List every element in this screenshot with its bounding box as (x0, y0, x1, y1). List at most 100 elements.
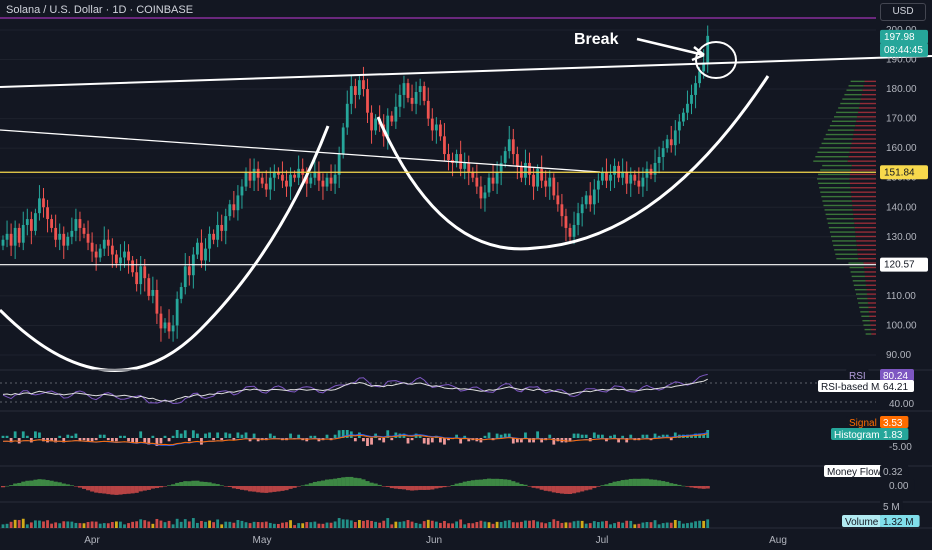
money-flow-bar (393, 486, 398, 489)
candle (471, 171, 475, 178)
candle (127, 251, 130, 261)
profile-bar (863, 85, 876, 87)
money-flow-bar (146, 486, 151, 490)
price-tick-label: 100.00 (886, 320, 917, 331)
candle (402, 83, 406, 95)
candle (224, 216, 228, 231)
cup-arc-right[interactable] (376, 75, 770, 251)
money-flow-bar (365, 481, 370, 486)
candle (252, 168, 256, 181)
money-flow-bar (341, 477, 346, 486)
candle (641, 177, 645, 187)
macd-bar (447, 438, 450, 441)
money-flow-bar (252, 486, 257, 492)
volume-bar (204, 521, 207, 528)
money-flow-bar (325, 479, 330, 486)
money-flow-bar (320, 480, 326, 486)
profile-bar (854, 222, 876, 224)
volume-bar (167, 520, 171, 528)
profile-bar (855, 124, 876, 127)
macd-bar (240, 434, 244, 438)
volume-bar (353, 522, 357, 528)
candle (422, 86, 426, 101)
money-flow-bar (604, 484, 609, 486)
volume-bar (669, 522, 673, 528)
macd-bar (29, 438, 33, 443)
macd-bar (345, 430, 349, 438)
profile-bar (849, 173, 876, 176)
macd-bar (572, 433, 576, 438)
candle (21, 224, 25, 243)
rsi-ma-value-bg (880, 380, 914, 392)
money-flow-bar (33, 479, 38, 486)
symbol-header[interactable]: Solana / U.S. Dollar · 1D · COINBASE (6, 4, 194, 16)
macd-bar (503, 433, 507, 438)
profile-bar (821, 142, 852, 145)
candle (475, 177, 479, 187)
money-flow-bar (649, 479, 654, 486)
profile-bar (860, 311, 869, 313)
volume-bar (127, 523, 130, 528)
break-arrow (636, 37, 705, 62)
macd-bar (467, 438, 471, 442)
volume-bar (187, 521, 191, 528)
candle (349, 86, 353, 104)
volume-bar (50, 523, 53, 528)
money-flow-bar (689, 486, 694, 488)
candle (528, 162, 531, 175)
descending-trendline[interactable] (0, 129, 601, 173)
price-axis[interactable]: 90.00100.00110.00120.00130.00140.00150.0… (886, 25, 917, 361)
candle (702, 62, 706, 72)
candle (621, 171, 625, 178)
candle (536, 168, 539, 187)
money-flow-bar (138, 486, 143, 492)
candle (248, 171, 252, 181)
time-axis[interactable]: Apr May Jun Jul Aug (84, 535, 787, 546)
macd-bar (613, 434, 616, 438)
money-flow-bar (406, 486, 411, 491)
macd-bar (50, 438, 53, 442)
cup-arc-left[interactable] (0, 125, 330, 372)
volume-bar (78, 523, 82, 528)
money-flow-bar (519, 483, 524, 486)
profile-bar (866, 288, 876, 291)
macd-bar (34, 431, 37, 438)
resistance-trendline[interactable] (0, 55, 932, 88)
macd-bar (362, 438, 365, 442)
volume-bar (633, 524, 637, 528)
breakout-circle[interactable] (695, 41, 737, 79)
volume-bar (410, 521, 414, 528)
volume-bar (645, 522, 649, 528)
candle (690, 94, 693, 104)
money-flow-bar (333, 478, 338, 486)
currency-button[interactable]: USD (880, 3, 926, 21)
money-flow-bar (337, 477, 342, 486)
money-flow-bar (458, 482, 463, 486)
candle (439, 124, 442, 137)
candle (345, 103, 349, 128)
macd-bar (252, 433, 256, 438)
money-flow-bar (179, 482, 184, 486)
candle (305, 174, 309, 184)
candle (29, 219, 33, 231)
candle (426, 100, 430, 119)
macd-bar (248, 438, 252, 442)
money-flow-bar (632, 478, 637, 486)
profile-bar (853, 133, 876, 136)
macd-bar (13, 431, 17, 438)
candle (236, 195, 240, 211)
macd-bar (1, 435, 5, 438)
money-flow-value: 0.32 (883, 467, 903, 478)
profile-bar (827, 222, 855, 224)
money-flow-bar (535, 486, 540, 489)
money-flow-bar (555, 486, 560, 494)
profile-bar (850, 169, 876, 171)
volume-bar (196, 522, 199, 528)
volume-bar (426, 519, 430, 528)
price-tick-label: 130.00 (886, 232, 917, 243)
volume-bar (548, 522, 552, 528)
money-flow-bar (705, 486, 710, 489)
money-flow-bar (227, 486, 232, 487)
candle (329, 177, 333, 184)
